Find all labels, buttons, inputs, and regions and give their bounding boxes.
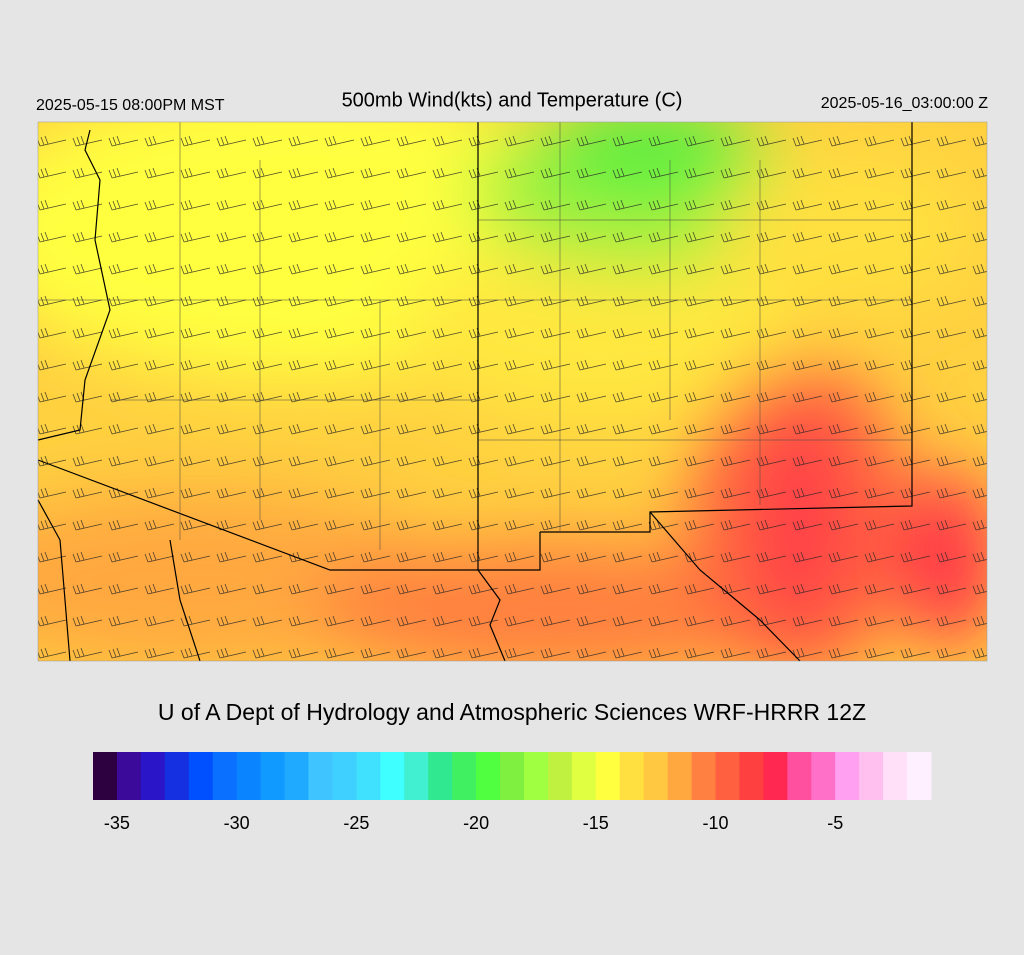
colorbar-swatch: [571, 752, 597, 800]
colorbar-swatch: [212, 752, 238, 800]
colorbar-swatch: [811, 752, 836, 800]
colorbar-swatch: [739, 752, 764, 800]
map-frame: [37, 121, 988, 662]
valid-local-time: 2025-05-15 08:00PM MST: [36, 97, 225, 114]
colorbar-swatch: [859, 752, 884, 800]
colorbar-swatch: [715, 752, 740, 800]
colorbar-swatch: [428, 752, 453, 800]
state-borders: [37, 122, 913, 662]
colorbar-tick-label: -15: [583, 813, 609, 833]
colorbar-swatch: [356, 752, 381, 800]
colorbar-swatch: [140, 752, 166, 800]
colorbar-swatch: [380, 752, 405, 800]
colorbar-swatch: [93, 752, 118, 800]
colorbar-swatch: [500, 752, 525, 800]
colorbar-swatch: [907, 752, 932, 800]
colorbar-swatch: [787, 752, 812, 800]
colorbar-swatch: [883, 752, 908, 800]
colorbar-tick-label: -25: [343, 813, 369, 833]
county-borders: [38, 122, 912, 550]
colorbar-swatch: [332, 752, 357, 800]
colorbar-swatch: [523, 752, 549, 800]
colorbar-swatch: [619, 752, 645, 800]
colorbar-swatch: [308, 752, 333, 800]
colorbar-swatch: [260, 752, 286, 800]
valid-utc-time: 2025-05-16_03:00:00 Z: [821, 95, 988, 112]
colorbar-swatch: [476, 752, 501, 800]
colorbar-swatch: [691, 752, 717, 800]
colorbar-swatch: [643, 752, 669, 800]
temperature-field: [38, 122, 987, 661]
colorbar-swatch: [452, 752, 477, 800]
colorbar-tick-label: -10: [703, 813, 729, 833]
credit: U of A Dept of Hydrology and Atmospheric…: [158, 699, 866, 725]
colorbar-tick-label: -5: [827, 813, 843, 833]
colorbar-swatch: [116, 752, 142, 800]
colorbar-swatch: [667, 752, 693, 800]
map-title: 500mb Wind(kts) and Temperature (C): [342, 89, 683, 111]
colorbar-swatch: [284, 752, 309, 800]
colorbar-swatch: [835, 752, 860, 800]
colorbar-swatch: [188, 752, 214, 800]
colorbar-swatch: [236, 752, 262, 800]
colorbar-tick-label: -30: [224, 813, 250, 833]
colorbar-swatch: [404, 752, 429, 800]
colorbar-tick-label: -20: [463, 813, 489, 833]
colorbar-swatch: [547, 752, 573, 800]
colorbar-swatch: [763, 752, 788, 800]
colorbar-swatch: [595, 752, 621, 800]
colorbar: -35 -30 -25 -20 -15 -10 -5: [93, 752, 932, 833]
colorbar-swatch: [164, 752, 190, 800]
colorbar-tick-label: -35: [104, 813, 130, 833]
